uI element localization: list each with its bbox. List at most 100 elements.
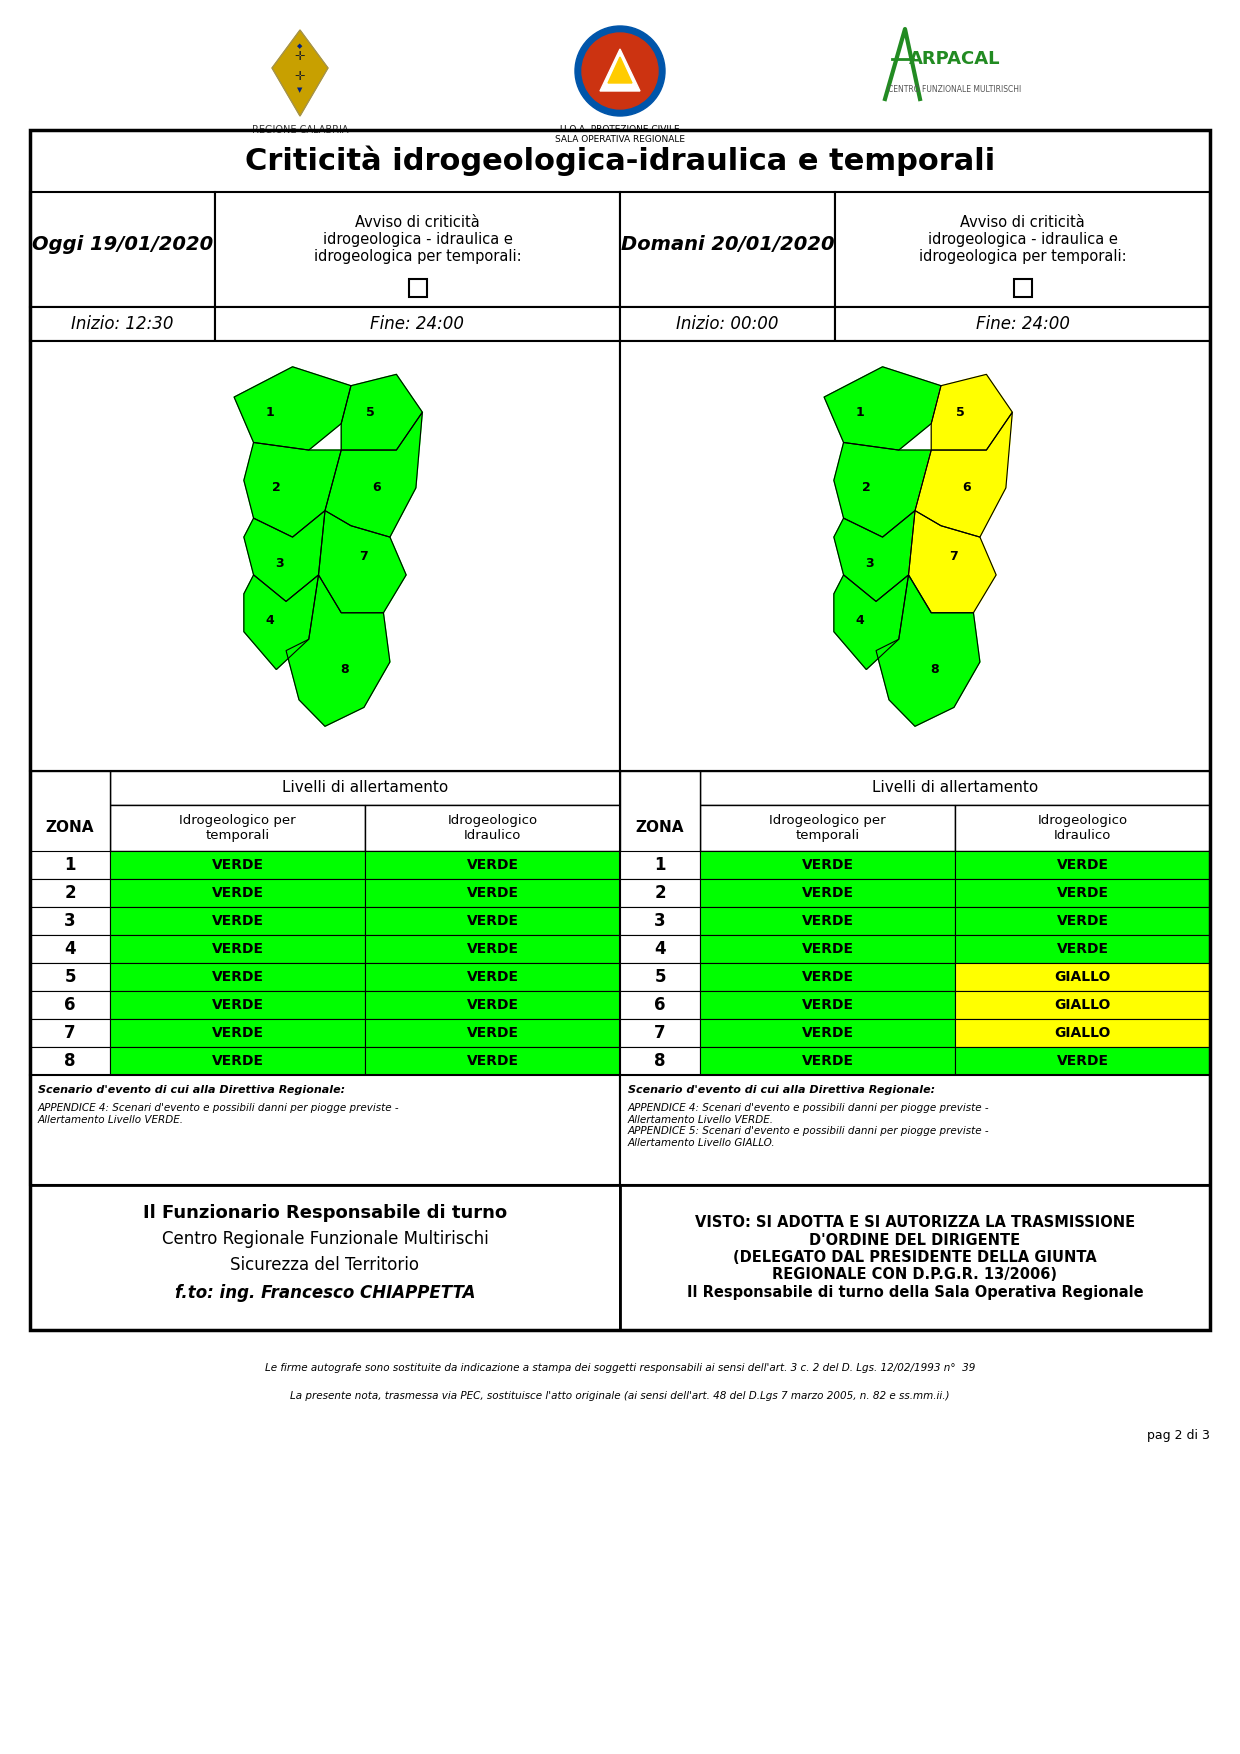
Bar — [30, 1186, 620, 1330]
Text: 7: 7 — [655, 1024, 666, 1042]
Text: 5: 5 — [956, 405, 965, 419]
Text: Fine: 24:00: Fine: 24:00 — [371, 316, 465, 333]
Bar — [620, 907, 701, 935]
Text: 1: 1 — [655, 856, 666, 873]
Text: Scenario d'evento di cui alla Direttiva Regionale:: Scenario d'evento di cui alla Direttiva … — [627, 1086, 935, 1094]
Bar — [30, 130, 1210, 191]
Polygon shape — [244, 442, 341, 537]
Bar — [701, 805, 955, 851]
Text: VERDE: VERDE — [212, 1026, 263, 1040]
Text: La presente nota, trasmessa via PEC, sostituisce l'atto originale (ai sensi dell: La presente nota, trasmessa via PEC, sos… — [290, 1391, 950, 1401]
Bar — [30, 991, 110, 1019]
Text: Inizio: 00:00: Inizio: 00:00 — [676, 316, 779, 333]
Bar — [365, 851, 620, 879]
Text: ▼: ▼ — [298, 88, 303, 93]
Text: pag 2 di 3: pag 2 di 3 — [1147, 1430, 1210, 1442]
Bar — [365, 1019, 620, 1047]
Text: 7: 7 — [950, 549, 959, 563]
Text: 2: 2 — [272, 481, 280, 495]
Text: ✛: ✛ — [295, 70, 305, 82]
Polygon shape — [915, 412, 1012, 537]
Text: VERDE: VERDE — [212, 914, 263, 928]
Text: Inizio: 12:30: Inizio: 12:30 — [71, 316, 174, 333]
Text: 4: 4 — [856, 614, 864, 626]
Text: Idrogeologico per
temporali: Idrogeologico per temporali — [769, 814, 885, 842]
Bar — [620, 772, 701, 1075]
Bar — [620, 851, 701, 879]
Text: Le firme autografe sono sostituite da indicazione a stampa dei soggetti responsa: Le firme autografe sono sostituite da in… — [265, 1363, 975, 1373]
Text: Avviso di criticità
idrogeologica - idraulica e
idrogeologica per temporali:: Avviso di criticità idrogeologica - idra… — [919, 214, 1126, 265]
Text: 1: 1 — [856, 405, 864, 419]
Text: Idrogeologico
Idraulico: Idrogeologico Idraulico — [448, 814, 538, 842]
Text: ZONA: ZONA — [46, 821, 94, 835]
Bar — [110, 1047, 365, 1075]
Text: VERDE: VERDE — [1056, 914, 1109, 928]
Text: VERDE: VERDE — [466, 914, 518, 928]
Text: 8: 8 — [340, 663, 348, 675]
Text: VERDE: VERDE — [801, 998, 853, 1012]
Text: VERDE: VERDE — [1056, 858, 1109, 872]
Text: Centro Regionale Funzionale Multirischi: Centro Regionale Funzionale Multirischi — [161, 1230, 489, 1249]
Bar — [365, 805, 620, 851]
Text: ARPACAL: ARPACAL — [909, 51, 1001, 68]
Polygon shape — [244, 510, 325, 602]
Text: 8: 8 — [64, 1052, 76, 1070]
Bar — [701, 1047, 955, 1075]
Polygon shape — [286, 575, 389, 726]
Bar — [955, 1019, 1210, 1047]
Polygon shape — [234, 367, 351, 451]
Text: Scenario d'evento di cui alla Direttiva Regionale:: Scenario d'evento di cui alla Direttiva … — [38, 1086, 345, 1094]
Text: VERDE: VERDE — [466, 942, 518, 956]
Bar — [110, 772, 620, 805]
Text: 2: 2 — [655, 884, 666, 902]
Text: VERDE: VERDE — [466, 998, 518, 1012]
Text: VERDE: VERDE — [212, 942, 263, 956]
Text: VERDE: VERDE — [212, 970, 263, 984]
Polygon shape — [931, 374, 1012, 451]
Bar — [701, 991, 955, 1019]
Bar — [30, 772, 110, 1075]
Bar — [620, 935, 701, 963]
Polygon shape — [833, 510, 915, 602]
Circle shape — [582, 33, 658, 109]
Bar — [365, 991, 620, 1019]
Text: 4: 4 — [64, 940, 76, 958]
Text: VERDE: VERDE — [801, 858, 853, 872]
Polygon shape — [608, 56, 632, 82]
Text: 5: 5 — [366, 405, 374, 419]
Bar — [30, 772, 620, 1075]
Text: Avviso di criticità
idrogeologica - idraulica e
idrogeologica per temporali:: Avviso di criticità idrogeologica - idra… — [314, 214, 521, 265]
Text: 6: 6 — [64, 996, 76, 1014]
Bar — [30, 851, 110, 879]
Bar — [30, 1075, 620, 1186]
Bar — [30, 1047, 110, 1075]
Text: 8: 8 — [930, 663, 939, 675]
Text: 3: 3 — [655, 912, 666, 930]
Text: GIALLO: GIALLO — [1054, 998, 1111, 1012]
Bar — [30, 1019, 110, 1047]
Text: Idrogeologico per
temporali: Idrogeologico per temporali — [180, 814, 296, 842]
Text: Livelli di allertamento: Livelli di allertamento — [872, 781, 1038, 796]
Text: Il Funzionario Responsabile di turno: Il Funzionario Responsabile di turno — [143, 1203, 507, 1223]
Text: VERDE: VERDE — [801, 1054, 853, 1068]
Text: 2: 2 — [862, 481, 870, 495]
Text: Livelli di allertamento: Livelli di allertamento — [281, 781, 448, 796]
Polygon shape — [272, 30, 329, 116]
Text: 3: 3 — [275, 558, 284, 570]
Bar — [30, 307, 215, 340]
Bar — [701, 879, 955, 907]
Polygon shape — [341, 374, 423, 451]
Polygon shape — [325, 412, 423, 537]
Text: 1: 1 — [64, 856, 76, 873]
Bar — [701, 772, 1210, 805]
Text: ✛: ✛ — [295, 49, 305, 63]
Text: 3: 3 — [866, 558, 874, 570]
Polygon shape — [244, 575, 319, 670]
Text: VERDE: VERDE — [801, 886, 853, 900]
Text: VERDE: VERDE — [801, 942, 853, 956]
Text: VERDE: VERDE — [466, 886, 518, 900]
Polygon shape — [833, 442, 931, 537]
Text: VERDE: VERDE — [466, 1054, 518, 1068]
Bar — [701, 1019, 955, 1047]
Text: Domani 20/01/2020: Domani 20/01/2020 — [621, 235, 835, 254]
